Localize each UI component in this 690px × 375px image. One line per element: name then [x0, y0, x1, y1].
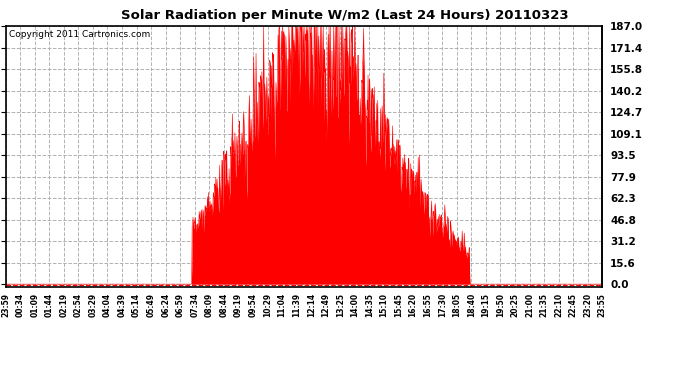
Text: Copyright 2011 Cartronics.com: Copyright 2011 Cartronics.com	[8, 30, 150, 39]
Text: Solar Radiation per Minute W/m2 (Last 24 Hours) 20110323: Solar Radiation per Minute W/m2 (Last 24…	[121, 9, 569, 22]
